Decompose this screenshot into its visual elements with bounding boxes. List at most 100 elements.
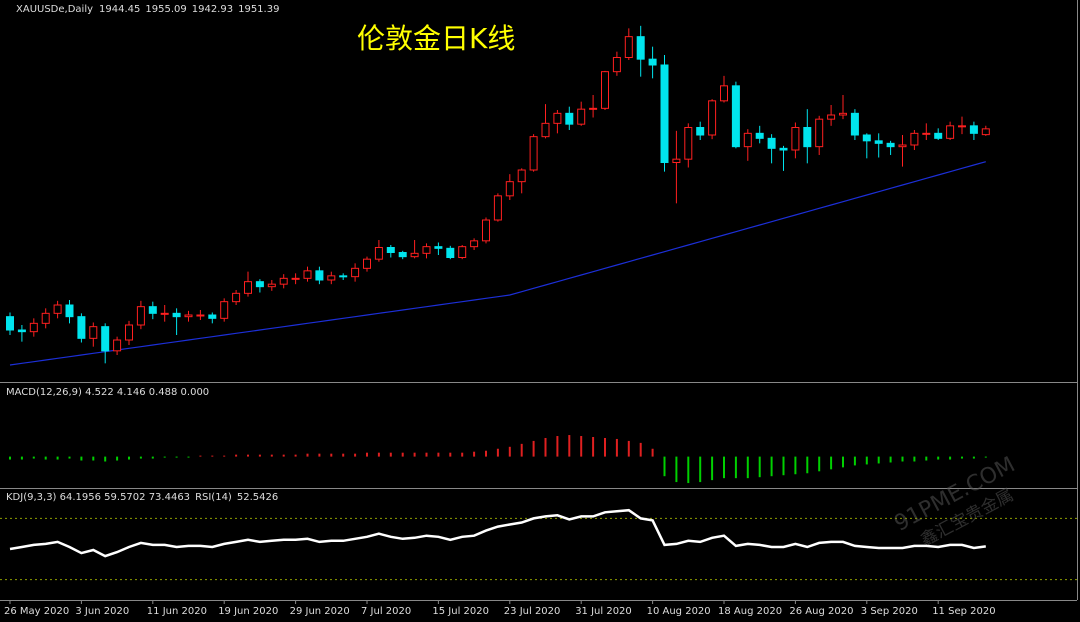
candle-body (220, 301, 229, 319)
candle-body (874, 140, 883, 144)
candle-body (470, 240, 479, 248)
macd-label: MACD(12,26,9) 4.522 4.146 0.488 0.000 (6, 387, 209, 398)
symbol: XAUUSDe,Daily (16, 4, 93, 15)
candle-body (648, 58, 657, 66)
chart-header: XAUUSDe,Daily 1944.45 1955.09 1942.93 1951.3… (16, 4, 279, 15)
candle-body (553, 112, 562, 124)
x-tick-label: 15 Jul 2020 (432, 606, 489, 617)
candle-body (791, 127, 800, 151)
chart-title: 伦敦金日K线 (357, 22, 515, 55)
candle-body (363, 258, 371, 269)
open-value: 1944.45 (99, 4, 140, 15)
candle-body (708, 100, 717, 136)
candle-body (720, 85, 728, 102)
candle-body (41, 312, 50, 324)
candle-body (351, 267, 360, 278)
x-tick-label: 18 Aug 2020 (718, 606, 782, 617)
rsi-value: 52.5426 (237, 492, 278, 503)
x-tick-label: 11 Jun 2020 (147, 606, 207, 617)
candle-body (255, 281, 264, 288)
x-tick-label: 26 Aug 2020 (789, 606, 853, 617)
candle-body (291, 277, 300, 280)
candle-body (601, 71, 609, 109)
candle-body (458, 246, 467, 259)
candle-body (898, 144, 907, 148)
low-value: 1942.93 (192, 4, 233, 15)
candle-body (101, 326, 110, 352)
candle-body (660, 64, 669, 163)
x-tick-label: 11 Sep 2020 (932, 606, 995, 617)
candle-body (410, 252, 419, 258)
candle-body (529, 136, 538, 171)
candle-body (946, 125, 955, 139)
high-value: 1955.09 (145, 4, 186, 15)
candle-body (505, 181, 514, 197)
candle-body (77, 316, 86, 339)
candle-body (232, 292, 241, 303)
candle-body (934, 132, 943, 139)
panel-frame (0, 0, 1078, 601)
candle-body (446, 247, 455, 258)
candle-body (398, 252, 407, 258)
candle-body (65, 304, 74, 318)
candle-body (815, 118, 824, 148)
kdj-label: KDJ(9,3,3) 64.1956 59.5702 73.4463 RSI(14… (6, 492, 278, 503)
candle-body (969, 125, 978, 134)
candle-body (267, 283, 276, 288)
candle-body (886, 142, 895, 148)
candle-body (981, 128, 990, 136)
candle-body (731, 85, 740, 148)
candle-body (386, 247, 395, 253)
candle-body (125, 324, 133, 341)
x-tick-label: 31 Jul 2020 (575, 606, 632, 617)
candle-body (113, 339, 122, 352)
candle-body (339, 275, 348, 278)
candle-body (541, 122, 550, 138)
candle-body (184, 314, 193, 318)
candle-body (6, 316, 14, 331)
x-tick-label: 23 Jul 2020 (504, 606, 561, 617)
x-tick-label: 10 Aug 2020 (647, 606, 711, 617)
candle-body (910, 132, 919, 146)
candle-body (374, 247, 383, 260)
candle-body (743, 132, 752, 148)
candle-body (196, 314, 205, 317)
candle-body (589, 107, 598, 110)
candle-body (612, 57, 621, 73)
candle-body (850, 112, 859, 136)
candle-body (89, 326, 98, 339)
candle-body (696, 127, 705, 136)
candle-body (315, 270, 324, 281)
candle-body (53, 304, 62, 314)
candle-body (136, 306, 145, 326)
candle-body (279, 277, 288, 285)
candle-body (767, 137, 776, 149)
candle-body (958, 125, 966, 128)
x-tick-label: 26 May 2020 (4, 606, 69, 617)
candle-body (803, 127, 812, 148)
candle-body (862, 134, 871, 142)
candle-body (148, 306, 157, 314)
moving-average (9, 161, 986, 366)
candle-body (172, 312, 181, 318)
rsi-text: RSI(14) (195, 492, 232, 503)
candle-body (327, 275, 336, 281)
candle-body (208, 314, 217, 319)
candle-body (17, 329, 26, 333)
x-tick-label: 19 Jun 2020 (218, 606, 278, 617)
candle-body (636, 36, 645, 60)
candle-body (827, 114, 836, 120)
candle-body (779, 147, 788, 151)
candle-body (160, 312, 169, 315)
candle-body (672, 158, 681, 164)
candle-body (303, 270, 312, 279)
candle-body (684, 127, 693, 160)
candle-body (577, 108, 586, 125)
candle-body (624, 36, 633, 59)
candle-body (565, 112, 574, 125)
candle-body (244, 281, 252, 294)
candle-body (434, 246, 443, 249)
x-tick-label: 7 Jul 2020 (361, 606, 411, 617)
